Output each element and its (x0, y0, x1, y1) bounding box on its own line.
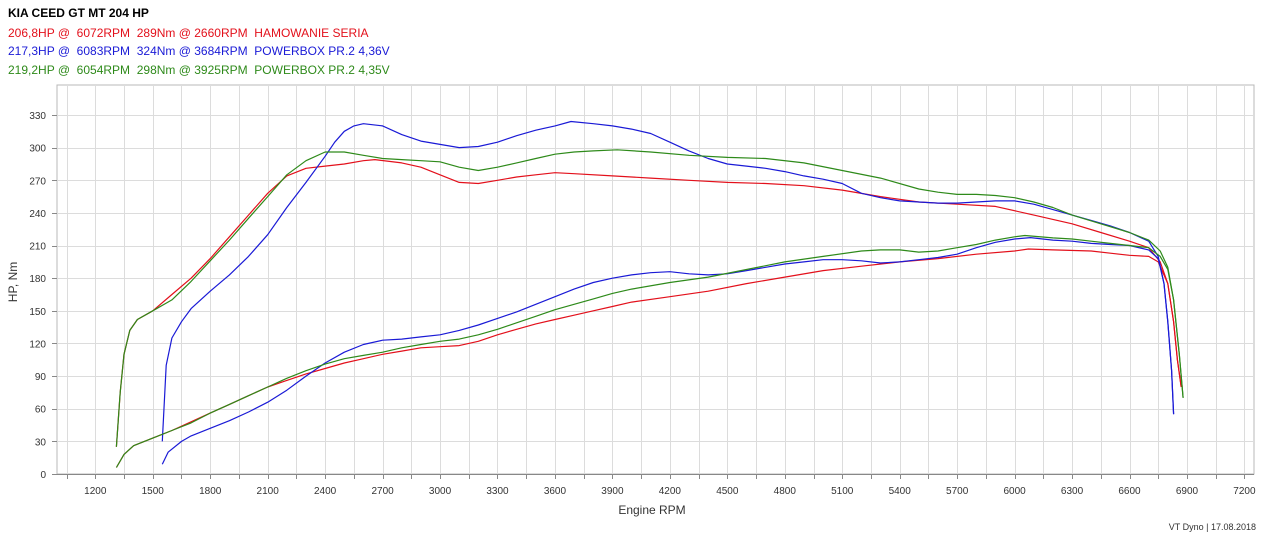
series-line-3-torque (161, 120, 1175, 442)
x-axis-label: Engine RPM (618, 503, 685, 517)
x-tick-label: 6900 (1176, 486, 1199, 497)
x-tick-label: 4500 (716, 486, 739, 497)
y-tick-label: 180 (29, 274, 46, 285)
run-3-hp: 219,2HP @ (8, 63, 70, 77)
x-tick-label: 4800 (774, 486, 797, 497)
x-tick-label: 6300 (1061, 486, 1084, 497)
x-tick-label: 7200 (1233, 486, 1256, 497)
x-tick-label: 6600 (1118, 486, 1141, 497)
x-tick-label: 3600 (544, 486, 567, 497)
run-2-hp-rpm: 6083RPM (76, 44, 131, 58)
y-tick-label: 210 (29, 242, 46, 253)
series-line-5-torque (115, 149, 1184, 447)
y-tick-label: 30 (35, 437, 47, 448)
x-tick-label: 2100 (257, 486, 280, 497)
run-1-torque: 289Nm @ 2660RPM (136, 26, 248, 40)
series-line-1-torque (115, 159, 1182, 447)
y-tick-label: 0 (40, 470, 46, 481)
run-2-hp: 217,3HP @ (8, 44, 70, 58)
run-legend-2: 217,3HP @ 6083RPM 324Nm @ 3684RPM POWERB… (8, 44, 390, 58)
run-3-name: POWERBOX PR.2 4,35V (254, 63, 390, 77)
series-layer (115, 120, 1184, 468)
x-tick-label: 1200 (84, 486, 107, 497)
y-tick-label: 330 (29, 111, 46, 122)
x-tick-label: 3000 (429, 486, 452, 497)
x-tick-label: 5400 (889, 486, 912, 497)
x-tick-label: 2400 (314, 486, 337, 497)
y-tick-label: 120 (29, 339, 46, 350)
plot-frame (56, 84, 1255, 475)
y-tick-label: 150 (29, 307, 46, 318)
x-tick-label: 4200 (659, 486, 682, 497)
y-tick-label: 60 (35, 405, 47, 416)
run-legend-1: 206,8HP @ 6072RPM 289Nm @ 2660RPM HAMOWA… (8, 26, 369, 40)
run-1-hp: 206,8HP @ (8, 26, 70, 40)
run-legend-3: 219,2HP @ 6054RPM 298Nm @ 3925RPM POWERB… (8, 63, 390, 77)
series-line-4-power (161, 237, 1175, 465)
x-tick-label: 1800 (199, 486, 222, 497)
x-tick-label: 5700 (946, 486, 969, 497)
run-2-torque: 324Nm @ 3684RPM (136, 44, 248, 58)
y-tick-label: 300 (29, 144, 46, 155)
y-tick-label: 240 (29, 209, 46, 220)
run-3-torque: 298Nm @ 3925RPM (136, 63, 248, 77)
chart-title: KIA CEED GT MT 204 HP (8, 6, 149, 20)
axes: 1200 1500 1800 2100 2400 2700 3000 3300 3600 3900… (29, 111, 1256, 497)
x-tick-label: 1500 (142, 486, 165, 497)
x-tick-label: 3300 (486, 486, 509, 497)
series-line-6-power (115, 234, 1184, 468)
y-axis-label: HP, Nm (6, 262, 20, 302)
grid (56, 84, 1255, 475)
x-tick-label: 5100 (831, 486, 854, 497)
run-2-name: POWERBOX PR.2 4,36V (254, 44, 390, 58)
run-1-name: HAMOWANIE SERIA (254, 26, 369, 40)
x-tick-label: 2700 (371, 486, 394, 497)
run-1-hp-rpm: 6072RPM (76, 26, 131, 40)
series-line-2-power (115, 248, 1182, 468)
y-tick-label: 270 (29, 176, 46, 187)
footer-credit: VT Dyno | 17.08.2018 (1168, 522, 1256, 532)
x-tick-label: 6000 (1003, 486, 1026, 497)
y-tick-label: 90 (35, 372, 47, 383)
run-3-hp-rpm: 6054RPM (76, 63, 131, 77)
x-tick-label: 3900 (601, 486, 624, 497)
